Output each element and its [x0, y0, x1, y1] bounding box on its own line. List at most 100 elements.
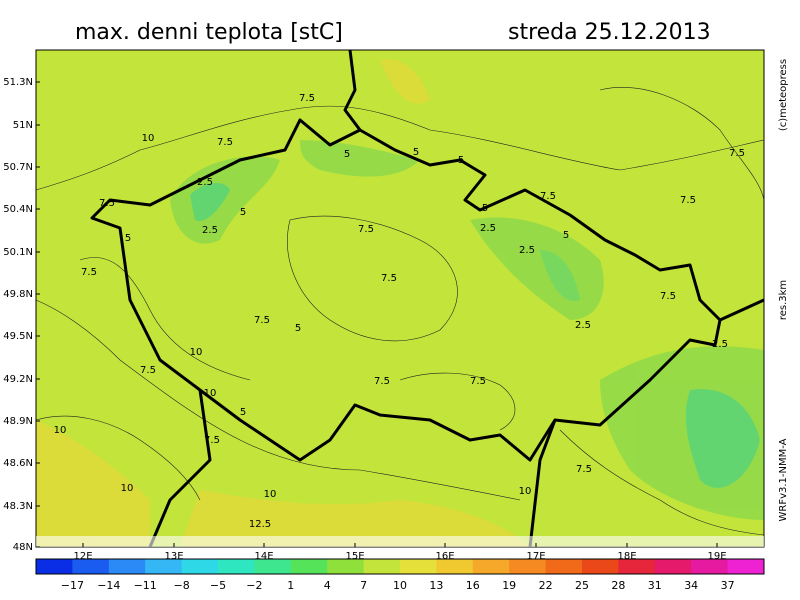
lon-label: 17E	[526, 551, 545, 562]
de-pl-border	[343, 49, 362, 131]
contour-label: 10	[204, 388, 217, 399]
colorbar-label: 1	[287, 579, 294, 592]
colorbar-label: 7	[360, 579, 367, 592]
contour-label: 7.5	[204, 435, 220, 446]
contour-label: 7.5	[254, 315, 270, 326]
contour-label: 7.5	[540, 191, 556, 202]
colorbar-swatch	[582, 559, 619, 574]
sk-hu-border	[528, 419, 557, 548]
colorbar-swatch	[327, 559, 365, 574]
colorbar-label: −8	[173, 579, 189, 592]
colorbar-label: −5	[210, 579, 226, 592]
map-title: max. denni teplota [stC]	[75, 20, 343, 45]
contour-label: 5	[240, 207, 246, 218]
colorbar-swatch	[691, 559, 729, 574]
contour-label: 7.5	[576, 464, 592, 475]
contour-label: 7.5	[299, 93, 315, 104]
colorbar-swatch	[36, 559, 73, 574]
colorbar-label: 37	[721, 579, 735, 592]
colorbar-swatch	[254, 559, 292, 574]
warm-areas	[36, 59, 530, 547]
colorbar-label: −17	[61, 579, 84, 592]
colorbar-swatch	[509, 559, 547, 574]
contour-label: 7.5	[660, 291, 676, 302]
colorbar-swatch	[218, 559, 255, 574]
contour-label: 2.5	[712, 339, 728, 350]
colorbar-label: −11	[134, 579, 157, 592]
contour-lines	[35, 87, 765, 536]
contour-label: 10	[54, 425, 67, 436]
lat-label: 51.3N	[3, 77, 33, 88]
colorbar-swatch	[545, 559, 583, 574]
lon-label: 19E	[707, 551, 726, 562]
czech-border	[90, 118, 722, 462]
lat-label: 51N	[13, 120, 33, 131]
lat-label: 48.3N	[3, 501, 33, 512]
contour-label: 7.5	[81, 267, 97, 278]
contour-label: 2.5	[197, 177, 213, 188]
contour-label: 7.5	[470, 376, 486, 387]
colorbar-label: 10	[393, 579, 407, 592]
lon-label: 18E	[617, 551, 636, 562]
sk-pl-border	[719, 298, 765, 322]
copyright-text: (c)meteopress	[778, 59, 789, 131]
contour-label: 2.5	[480, 223, 496, 234]
lat-label: 48N	[13, 542, 33, 553]
contour-label: 5	[125, 233, 131, 244]
lon-label: 13E	[164, 551, 183, 562]
colorbar-frame	[35, 558, 765, 575]
colorbar-swatch	[181, 559, 219, 574]
contour-label: 12.5	[249, 519, 271, 530]
contour-label: 2.5	[519, 245, 535, 256]
colorbar-label: 16	[466, 579, 480, 592]
contour-label: 5	[240, 407, 246, 418]
contour-label: 7.5	[381, 273, 397, 284]
colorbar-swatch	[363, 559, 401, 574]
contour-label: 7.5	[729, 148, 745, 159]
colorbar-swatch	[654, 559, 692, 574]
contour-label: 2.5	[202, 225, 218, 236]
colorbar-swatch	[436, 559, 474, 574]
colorbar-label: 19	[502, 579, 516, 592]
contour-label: 7.5	[358, 224, 374, 235]
resolution-text: res.3km	[778, 280, 789, 320]
colorbar-swatch	[472, 559, 510, 574]
model-text: WRFv3.1-NMM-A	[778, 438, 789, 521]
contour-label: 7.5	[680, 195, 696, 206]
contour-label: 7.5	[140, 365, 156, 376]
colorbar-swatch	[618, 559, 656, 574]
contour-label: 10	[142, 133, 155, 144]
colorbar-label: 13	[429, 579, 443, 592]
borders	[90, 49, 765, 548]
map-date: streda 25.12.2013	[508, 20, 711, 45]
contour-label: 5	[458, 155, 464, 166]
contour-label: 7.5	[374, 376, 390, 387]
contour-label: 7.5	[217, 137, 233, 148]
contour-label: 7.5	[99, 198, 115, 209]
colorbar-label: 34	[684, 579, 698, 592]
contour-label: 10	[519, 486, 532, 497]
contour-label: 2.5	[575, 320, 591, 331]
lon-label: 16E	[435, 551, 454, 562]
lat-label: 48.9N	[3, 416, 33, 427]
colorbar-swatch	[72, 559, 110, 574]
lat-label: 49.5N	[3, 331, 33, 342]
contour-label: 10	[264, 489, 277, 500]
contour-label: 5	[413, 147, 419, 158]
at-border	[148, 389, 212, 548]
colorbar-label: 25	[575, 579, 589, 592]
colorbar-label: −2	[246, 579, 262, 592]
colorbar-swatch	[400, 559, 437, 574]
colorbar-label: 22	[539, 579, 553, 592]
contour-label: 10	[121, 483, 134, 494]
lat-label: 50.1N	[3, 247, 33, 258]
lon-label: 15E	[345, 551, 364, 562]
colorbar-label: 4	[324, 579, 331, 592]
colorbar-label: 31	[648, 579, 662, 592]
contour-label: 10	[190, 347, 203, 358]
contour-label: 5	[482, 203, 488, 214]
lon-label: 14E	[254, 551, 273, 562]
colorbar-swatch	[290, 559, 328, 574]
